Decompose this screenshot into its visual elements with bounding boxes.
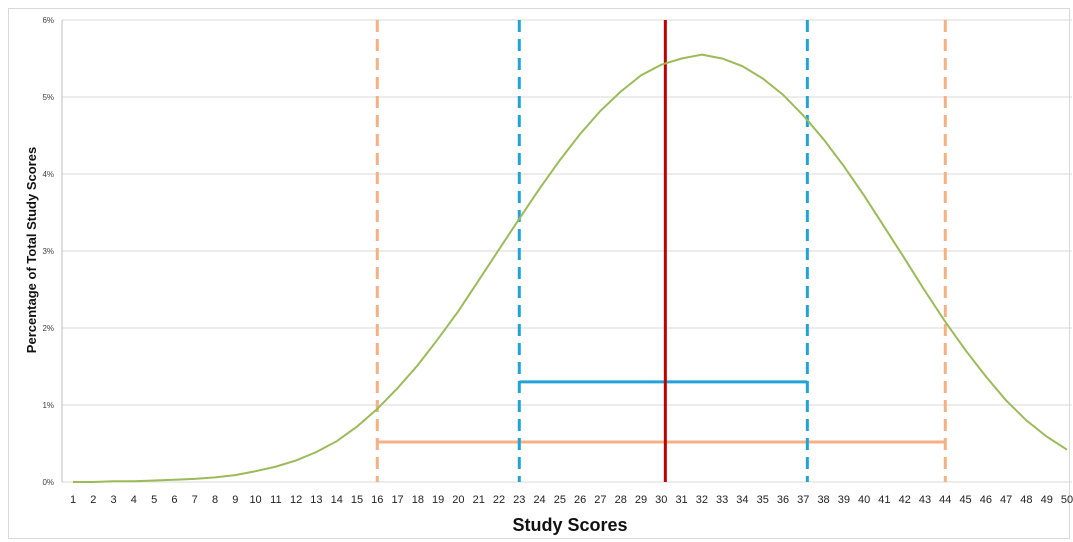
x-tick-label-29: 30 [655, 494, 667, 506]
x-tick-label-22: 23 [513, 494, 525, 506]
y-tick-label-5: 5% [42, 93, 54, 102]
x-tick-label-0: 1 [70, 494, 76, 506]
x-tick-label-39: 40 [858, 494, 870, 506]
x-tick-label-30: 31 [675, 494, 687, 506]
x-tick-label-6: 7 [192, 494, 198, 506]
x-tick-label-31: 32 [696, 494, 708, 506]
x-tick-label-19: 20 [452, 494, 464, 506]
x-tick-label-7: 8 [212, 494, 218, 506]
x-tick-label-4: 5 [151, 494, 157, 506]
x-tick-label-35: 36 [777, 494, 789, 506]
x-tick-label-37: 38 [817, 494, 829, 506]
x-tick-label-18: 19 [432, 494, 444, 506]
x-tick-label-41: 42 [899, 494, 911, 506]
chart-frame [8, 8, 1070, 539]
x-tick-label-38: 39 [838, 494, 850, 506]
x-tick-label-5: 6 [171, 494, 177, 506]
x-tick-label-24: 25 [554, 494, 566, 506]
x-tick-label-14: 15 [351, 494, 363, 506]
x-tick-label-45: 46 [980, 494, 992, 506]
grid-lines [61, 19, 1072, 483]
y-tick-label-6: 6% [42, 16, 54, 25]
y-tick-labels: 0% 1% 2% 3% 4% 5% 6% [42, 16, 54, 487]
reference-lines [375, 20, 947, 482]
x-tick-label-26: 27 [594, 494, 606, 506]
x-tick-label-46: 47 [1000, 494, 1012, 506]
x-tick-label-47: 48 [1020, 494, 1032, 506]
x-tick-labels: 1 2 3 4 5 6 7 8 9 10 11 12 13 14 15 16 17 18 19 20 21 22 23 24 2… [70, 494, 1073, 506]
y-tick-label-3: 3% [42, 247, 54, 256]
x-tick-label-8: 9 [232, 494, 238, 506]
x-tick-label-11: 12 [290, 494, 302, 506]
y-tick-label-1: 1% [42, 401, 54, 410]
x-axis-title: Study Scores [512, 515, 627, 535]
x-tick-label-42: 43 [919, 494, 931, 506]
x-tick-label-13: 14 [331, 494, 343, 506]
x-tick-label-21: 22 [493, 494, 505, 506]
x-tick-label-15: 16 [371, 494, 383, 506]
x-tick-label-23: 24 [533, 494, 545, 506]
x-tick-label-49: 50 [1061, 494, 1073, 506]
x-tick-label-9: 10 [249, 494, 261, 506]
x-tick-label-44: 45 [959, 494, 971, 506]
x-tick-label-10: 11 [270, 494, 281, 506]
x-tick-label-12: 13 [310, 494, 322, 506]
x-tick-label-27: 28 [615, 494, 627, 506]
x-tick-label-28: 29 [635, 494, 647, 506]
y-tick-label-0: 0% [42, 478, 54, 487]
x-tick-label-33: 34 [736, 494, 748, 506]
x-tick-label-40: 41 [878, 494, 890, 506]
series-line [73, 53, 1068, 483]
distribution-curve [73, 53, 1068, 483]
x-tick-label-17: 18 [412, 494, 424, 506]
x-tick-label-16: 17 [391, 494, 403, 506]
x-tick-label-25: 26 [574, 494, 586, 506]
x-tick-label-36: 37 [797, 494, 809, 506]
y-axis-title: Percentage of Total Study Scores [24, 147, 39, 353]
x-tick-label-1: 2 [90, 494, 96, 506]
x-tick-label-32: 33 [716, 494, 728, 506]
x-tick-label-2: 3 [111, 494, 117, 506]
x-tick-label-3: 4 [131, 494, 137, 506]
x-tick-label-34: 35 [757, 494, 769, 506]
y-tick-label-4: 4% [42, 170, 54, 179]
x-tick-label-43: 44 [939, 494, 951, 506]
x-tick-label-20: 21 [473, 494, 485, 506]
x-tick-label-48: 49 [1041, 494, 1053, 506]
y-tick-label-2: 2% [42, 324, 54, 333]
